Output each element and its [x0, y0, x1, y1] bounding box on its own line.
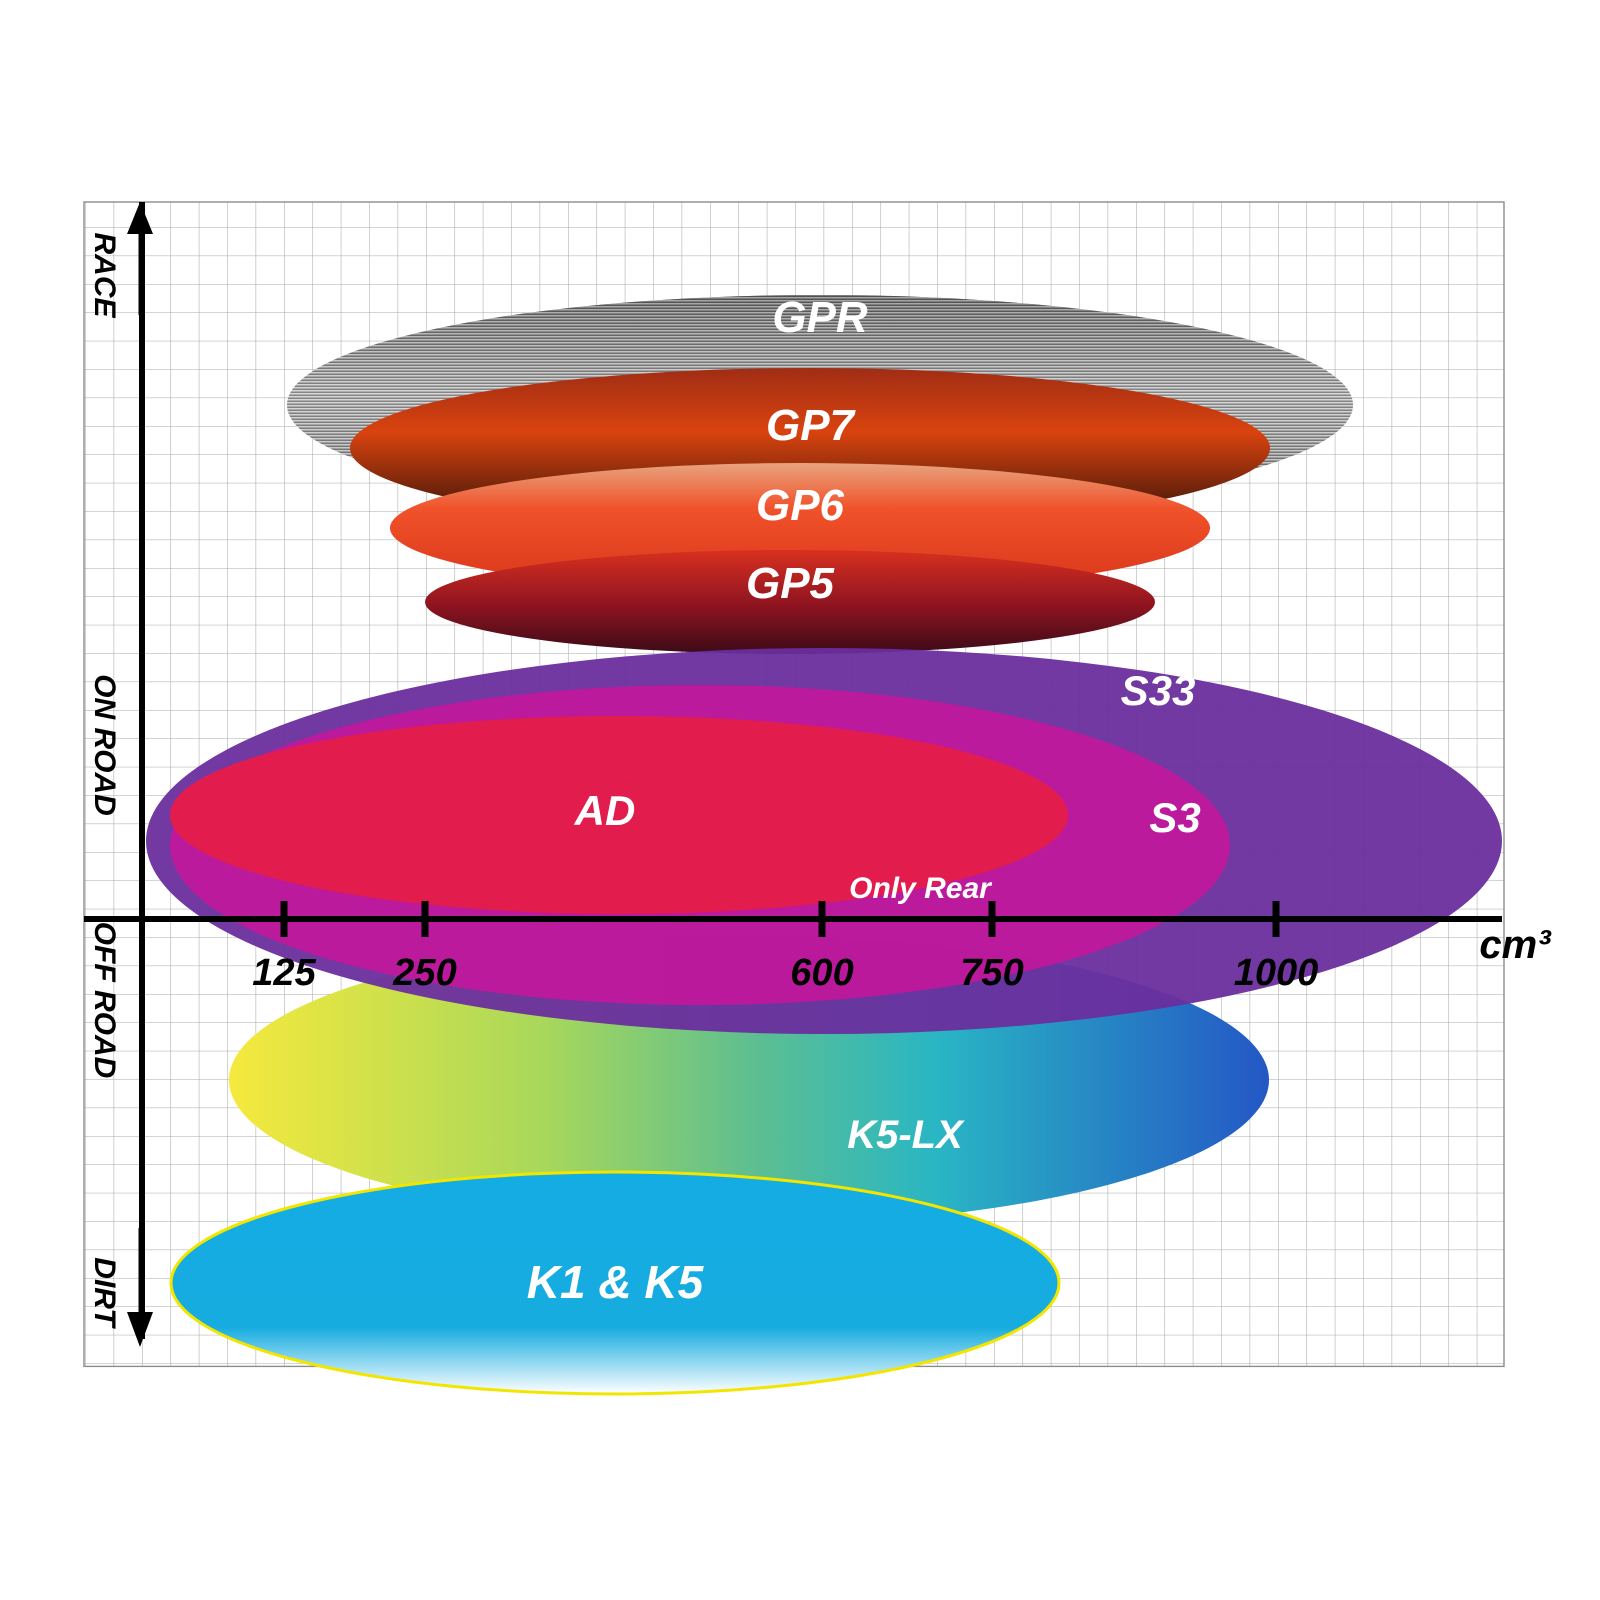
svg-text:DIRT: DIRT	[88, 1257, 121, 1329]
svg-text:250: 250	[392, 952, 456, 994]
svg-text:cm³: cm³	[1479, 923, 1552, 967]
svg-text:600: 600	[790, 952, 853, 994]
svg-text:RACE: RACE	[88, 232, 121, 318]
svg-text:OFF ROAD: OFF ROAD	[88, 922, 121, 1079]
svg-text:125: 125	[252, 952, 316, 994]
svg-text:750: 750	[960, 952, 1023, 994]
svg-text:1000: 1000	[1234, 952, 1319, 994]
svg-text:ON ROAD: ON ROAD	[88, 674, 121, 816]
